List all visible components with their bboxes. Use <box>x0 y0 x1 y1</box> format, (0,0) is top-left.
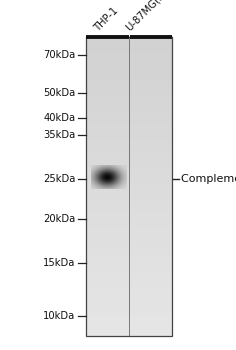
Text: 40kDa: 40kDa <box>43 113 76 123</box>
Bar <box>86 37 172 336</box>
Text: Complement factor D: Complement factor D <box>181 174 236 183</box>
Text: 10kDa: 10kDa <box>43 312 76 321</box>
Text: 50kDa: 50kDa <box>43 89 76 98</box>
Text: THP-1: THP-1 <box>92 6 120 33</box>
Text: 70kDa: 70kDa <box>43 50 76 60</box>
Text: U-87MG(negative): U-87MG(negative) <box>124 0 196 33</box>
Text: 35kDa: 35kDa <box>43 130 76 140</box>
Text: 15kDa: 15kDa <box>43 258 76 268</box>
Text: 20kDa: 20kDa <box>43 215 76 224</box>
Text: 25kDa: 25kDa <box>43 174 76 183</box>
